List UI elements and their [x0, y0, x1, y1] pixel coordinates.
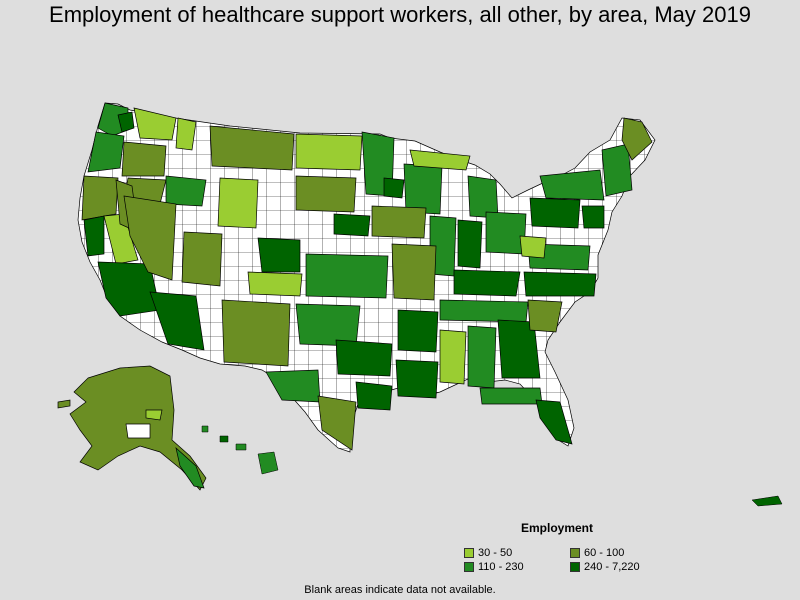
region-ca-bay	[83, 215, 105, 257]
region-or-west	[87, 131, 125, 173]
region-id-south	[165, 175, 207, 207]
legend-item-60-100: 60 - 100	[570, 547, 624, 559]
region-nc	[523, 271, 597, 297]
region-sc	[527, 299, 563, 333]
region-hi-1	[201, 425, 209, 433]
map-title: Employment of healthcare support workers…	[49, 2, 751, 27]
hawaii	[201, 425, 279, 475]
region-pr	[751, 495, 783, 507]
region-hi-4	[257, 451, 279, 475]
region-tn	[439, 299, 529, 323]
region-ks	[305, 253, 389, 299]
region-id-north	[175, 117, 197, 151]
region-ak-aleutians	[57, 399, 71, 409]
region-tx-houston	[355, 381, 393, 411]
region-ga	[497, 319, 541, 379]
region-ny	[539, 169, 605, 201]
legend-swatch	[464, 548, 474, 558]
region-me	[621, 117, 653, 161]
region-mt	[209, 125, 295, 171]
region-ak-panhandle	[175, 447, 205, 489]
region-ia	[371, 205, 427, 239]
region-ky	[453, 269, 521, 297]
legend-item-110-230: 110 - 230	[464, 561, 524, 573]
region-mn-metro	[383, 177, 405, 199]
region-la	[395, 359, 439, 399]
region-ut	[181, 231, 223, 287]
region-wi	[403, 163, 443, 215]
region-new-england	[601, 143, 633, 197]
region-al	[467, 325, 497, 389]
region-tx-dfw	[335, 339, 393, 377]
region-co-south	[247, 271, 303, 297]
legend-swatch	[570, 548, 580, 558]
region-wa-east	[133, 107, 177, 141]
legend-label: 60 - 100	[584, 547, 625, 559]
region-fl-north	[479, 387, 543, 405]
region-sd	[295, 175, 357, 213]
region-tx-south	[317, 395, 357, 451]
region-hi-3	[235, 443, 247, 451]
region-co	[257, 237, 301, 273]
region-ms	[439, 329, 467, 385]
region-wa-coast	[97, 102, 129, 137]
region-mo	[391, 243, 437, 301]
region-oh	[485, 211, 527, 255]
legend-label: 240 - 7,220	[584, 561, 640, 573]
legend-swatch	[464, 562, 474, 572]
region-ar	[397, 309, 439, 353]
puerto-rico	[751, 495, 783, 507]
region-ak-anchorage	[145, 409, 163, 421]
legend-item-240-7220: 240 - 7,220	[570, 561, 640, 573]
region-nd	[295, 133, 363, 171]
legend-title: Employment	[521, 521, 594, 535]
legend: Employment 30 - 50 60 - 100 110 - 230 24…	[462, 520, 662, 580]
region-wv	[519, 235, 547, 259]
legend-label: 110 - 230	[478, 561, 524, 573]
footnote: Blank areas indicate data not available.	[304, 584, 496, 596]
region-wa-puget	[117, 111, 135, 133]
region-nv	[123, 195, 177, 281]
alaska	[57, 365, 207, 491]
region-hi-2	[219, 435, 229, 443]
legend-item-30-50: 30 - 50	[464, 547, 512, 559]
region-ne	[333, 213, 371, 237]
legend-label: 30 - 50	[478, 547, 513, 559]
region-in	[457, 219, 483, 269]
region-ok	[295, 303, 361, 347]
region-nyc	[581, 205, 605, 229]
region-fl	[535, 399, 573, 445]
region-ca-central	[103, 213, 139, 265]
region-ca-north	[81, 175, 119, 221]
region-pa	[529, 197, 581, 229]
legend-swatch	[570, 562, 580, 572]
region-or-central	[121, 141, 167, 177]
region-mi-up	[409, 149, 471, 171]
region-ca-south	[97, 261, 161, 317]
region-az	[149, 291, 205, 351]
region-tx-west	[265, 369, 321, 403]
region-nm	[221, 299, 291, 367]
region-mi	[467, 175, 499, 219]
contiguous-us	[77, 102, 656, 453]
region-wy	[217, 177, 259, 229]
region-ak-fairbanks	[125, 423, 151, 439]
